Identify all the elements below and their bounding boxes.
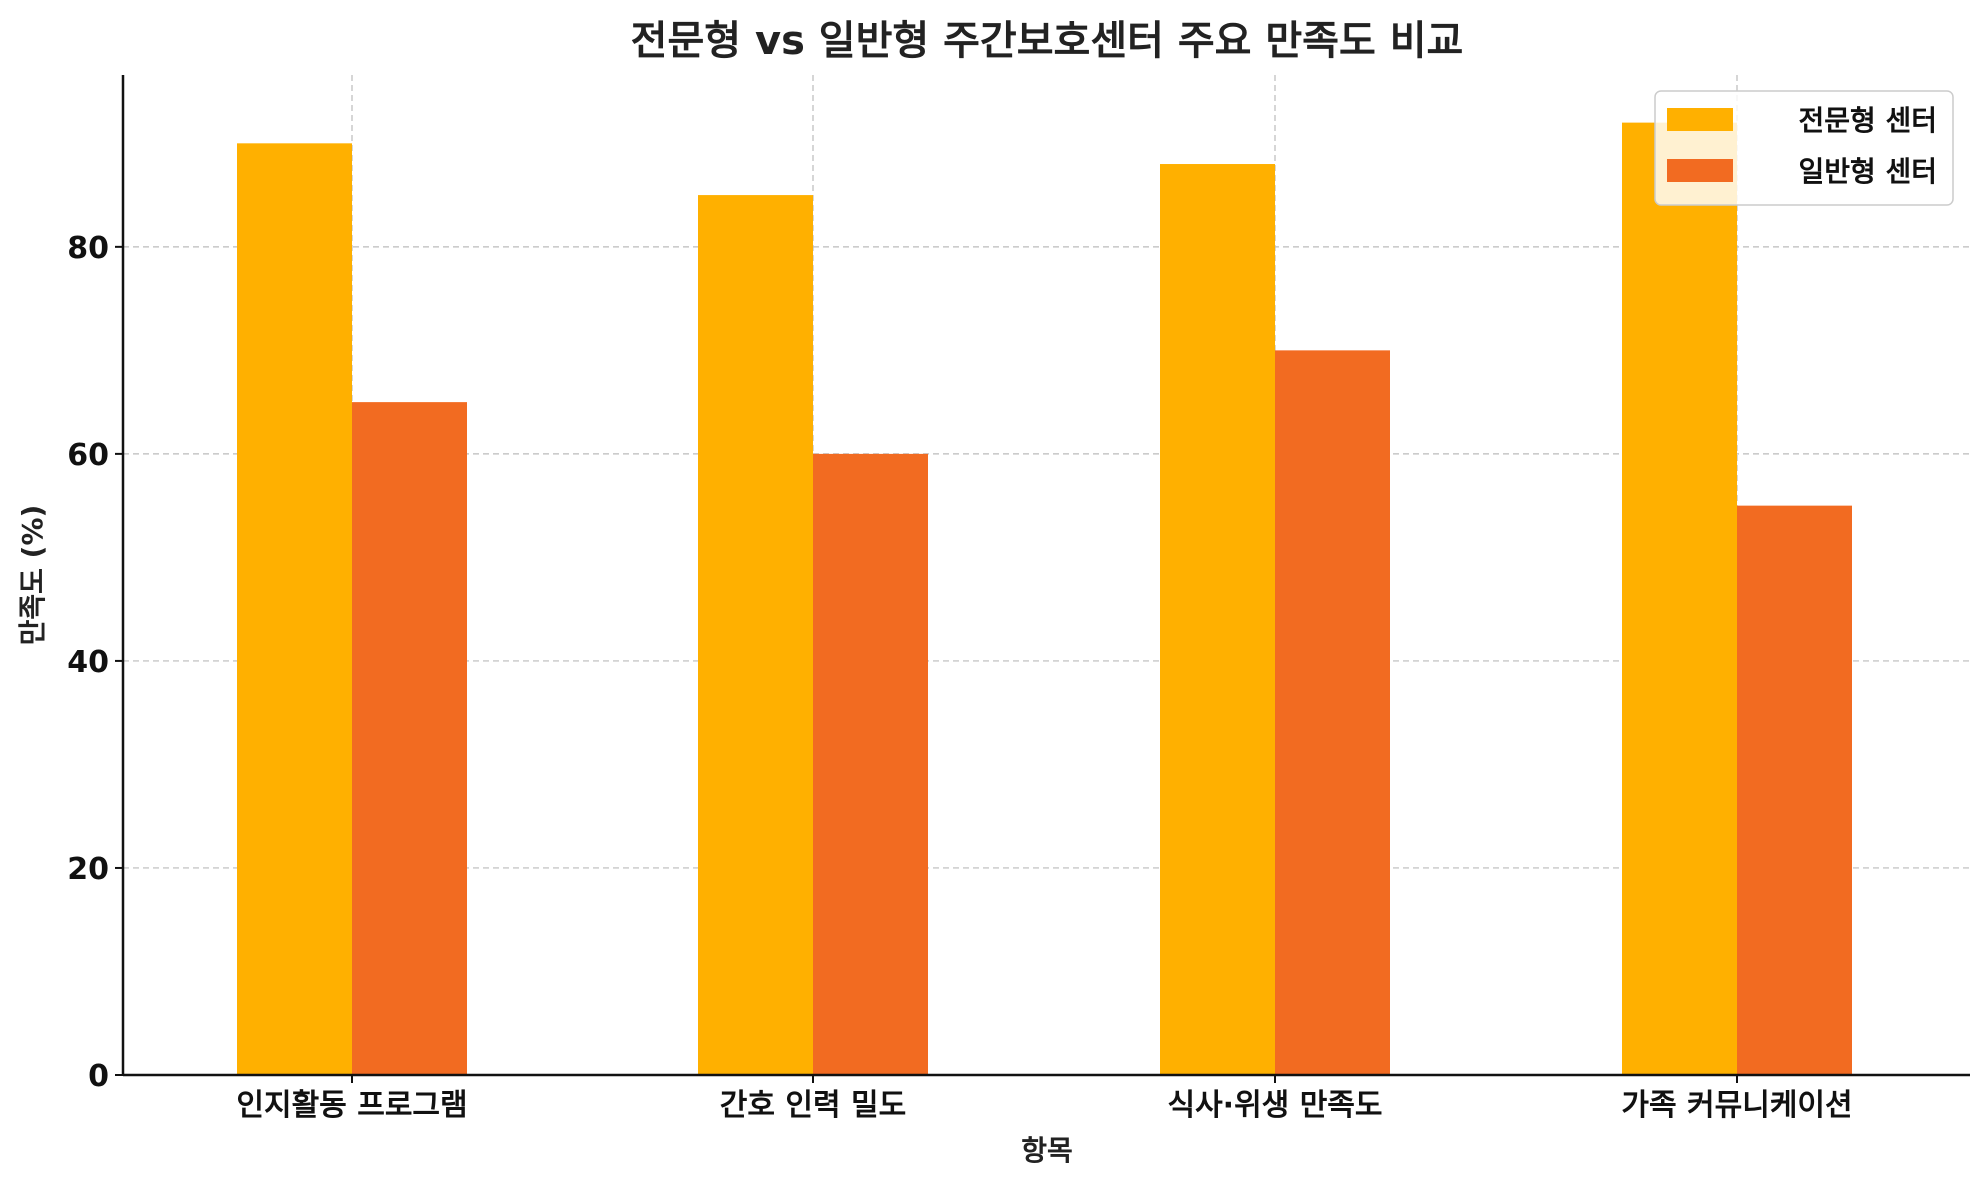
x-ticks: 인지활동 프로그램 간호 인력 밀도 식사·위생 만족도 가족 커뮤니케이션	[236, 1075, 1853, 1123]
bar-specialized-2	[698, 195, 813, 1075]
bar-general-2	[813, 453, 928, 1076]
y-axis-label: 만족도 (%)	[16, 505, 49, 646]
x-tick-label: 가족 커뮤니케이션	[1621, 1088, 1852, 1123]
chart-title: 전문형 vs 일반형 주간보호센터 주요 만족도 비교	[631, 18, 1464, 64]
bar-general-1	[352, 402, 467, 1075]
y-tick-label: 60	[67, 438, 109, 473]
y-tick-label: 0	[88, 1059, 109, 1094]
bar-general-4	[1737, 505, 1852, 1075]
legend-label-series-1: 전문형 센터	[1798, 104, 1937, 137]
y-tick-label: 40	[67, 645, 109, 680]
x-tick-label: 식사·위생 만족도	[1167, 1088, 1382, 1123]
x-tick-label: 간호 인력 밀도	[720, 1088, 907, 1123]
bar-general-3	[1275, 350, 1390, 1075]
legend-label-series-2: 일반형 센터	[1798, 155, 1937, 188]
bars	[237, 122, 1852, 1076]
y-tick-label: 20	[67, 852, 109, 887]
legend-swatch-series-2	[1667, 159, 1733, 182]
y-tick-label: 80	[67, 231, 109, 266]
x-axis-label: 항목	[1021, 1134, 1073, 1167]
bar-specialized-3	[1160, 164, 1275, 1075]
y-ticks: 0 20 40 60 80	[67, 231, 123, 1094]
axes	[121, 75, 1970, 1077]
x-tick-label: 인지활동 프로그램	[236, 1088, 467, 1123]
bar-specialized-1	[237, 143, 352, 1075]
legend: 전문형 센터 일반형 센터	[1654, 90, 1954, 206]
legend-swatch-series-1	[1667, 108, 1733, 131]
bar-specialized-4	[1622, 122, 1737, 1076]
